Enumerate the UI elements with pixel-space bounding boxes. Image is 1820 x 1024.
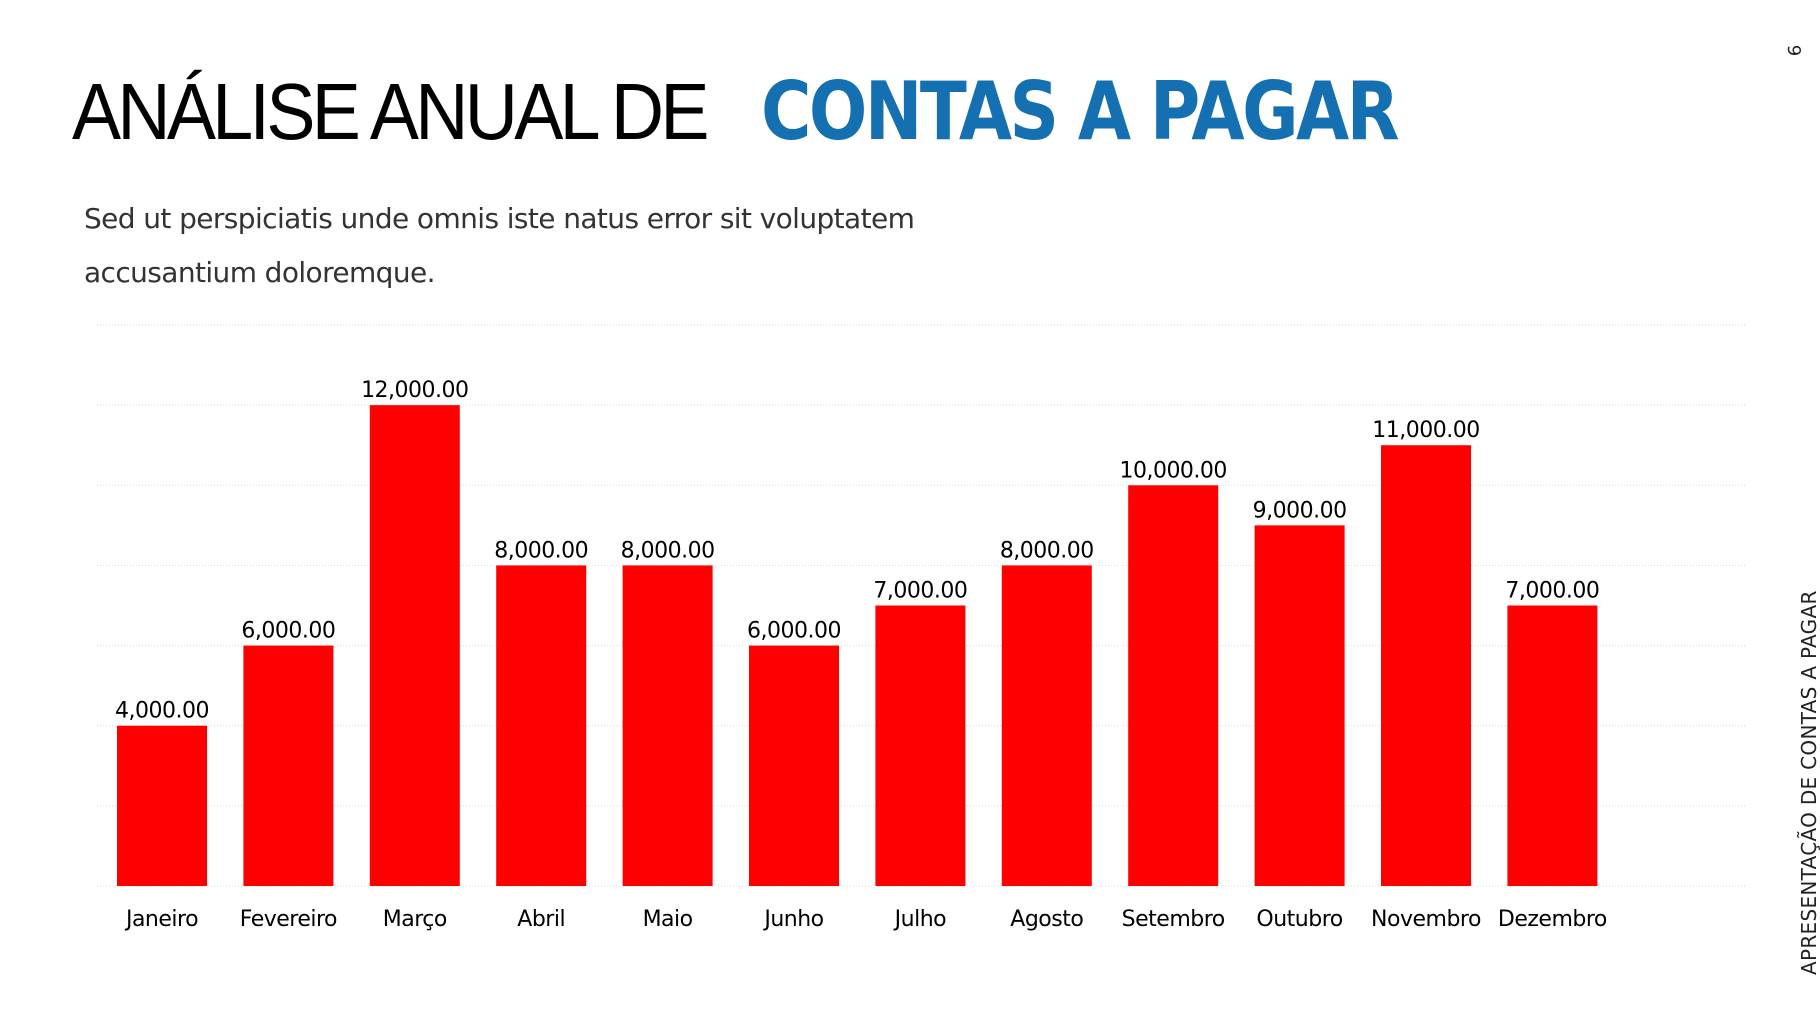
category-label: Dezembro — [1498, 907, 1607, 932]
subtitle-line-1: Sed ut perspiciatis unde omnis iste natu… — [84, 202, 915, 235]
value-label: 6,000.00 — [241, 619, 335, 644]
value-label: 12,000.00 — [361, 378, 468, 403]
category-label: Julho — [893, 907, 946, 932]
category-label: Agosto — [1010, 907, 1083, 932]
bar-fevereiro — [243, 645, 334, 886]
title-light: ANÁLISE ANUAL DE — [72, 67, 709, 156]
bar-julho — [875, 605, 966, 886]
bar-janeiro — [117, 725, 207, 886]
bar-março — [369, 405, 460, 886]
bar-junho — [749, 645, 839, 886]
value-label: 8,000.00 — [1000, 538, 1094, 563]
bar-maio — [622, 565, 713, 886]
bar-novembro — [1381, 445, 1471, 886]
category-label: Janeiro — [124, 907, 198, 932]
bar-dezembro — [1507, 605, 1598, 886]
subtitle: Sed ut perspiciatis unde omnis iste natu… — [84, 192, 984, 300]
value-label: 4,000.00 — [115, 699, 209, 724]
category-label: Abril — [517, 907, 565, 932]
value-label: 11,000.00 — [1372, 418, 1479, 443]
value-labels: 4,000.00 6,000.00 12,000.00 8,000.00 8,000.0… — [115, 378, 1600, 724]
category-label: Março — [383, 907, 447, 932]
category-labels: Janeiro Fevereiro Março Abril Maio Junho Julho… — [124, 907, 1607, 932]
bar-abril — [496, 565, 587, 886]
value-label: 7,000.00 — [873, 579, 967, 604]
bars — [117, 405, 1598, 886]
category-label: Fevereiro — [240, 907, 337, 932]
value-label: 9,000.00 — [1253, 498, 1347, 523]
value-label: 6,000.00 — [747, 619, 841, 644]
category-label: Junho — [762, 907, 823, 932]
category-label: Outubro — [1256, 907, 1342, 932]
value-label: 7,000.00 — [1505, 579, 1599, 604]
bar-agosto — [1001, 565, 1092, 886]
bar-outubro — [1254, 525, 1345, 886]
page-title: ANÁLISE ANUAL DE CONTAS A PAGAR — [72, 62, 1500, 162]
title-accent: CONTAS A PAGAR — [760, 65, 1400, 158]
subtitle-line-2: accusantium doloremque. — [84, 256, 436, 289]
bar-setembro — [1128, 485, 1219, 886]
category-label: Novembro — [1371, 907, 1481, 932]
value-label: 8,000.00 — [494, 538, 588, 563]
value-label: 8,000.00 — [621, 538, 715, 563]
value-label: 10,000.00 — [1119, 458, 1226, 483]
category-label: Setembro — [1122, 907, 1225, 932]
category-label: Maio — [643, 907, 693, 932]
